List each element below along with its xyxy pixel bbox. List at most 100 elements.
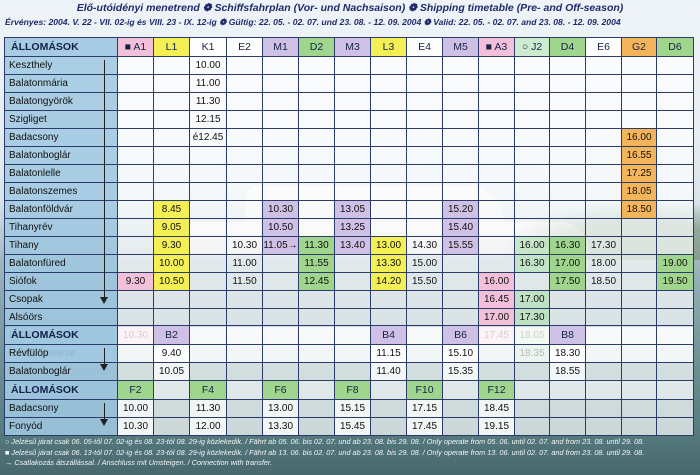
departure-time: 18.00	[585, 254, 622, 273]
departure-time	[478, 56, 515, 75]
departure-time	[334, 164, 371, 183]
route-header: B8	[549, 325, 586, 345]
departure-time	[585, 399, 622, 418]
station-name: Balatonfüred	[4, 254, 101, 273]
departure-time	[370, 128, 407, 147]
departure-time	[442, 290, 479, 309]
departure-time	[656, 146, 694, 165]
station-name: Balatonmária	[4, 74, 101, 93]
departure-time	[442, 110, 479, 129]
departure-time	[153, 92, 190, 111]
departure-time	[117, 110, 154, 129]
departure-time	[189, 200, 227, 219]
departure-time	[117, 74, 154, 93]
departure-time	[478, 182, 515, 201]
departure-time	[406, 308, 443, 327]
departure-time	[117, 200, 154, 219]
departure-time	[153, 308, 190, 327]
departure-time	[442, 254, 479, 273]
station-name: Keszthely	[4, 56, 101, 75]
departure-time: 10.50	[153, 272, 190, 291]
departure-time	[514, 272, 550, 291]
departure-time: 11.40	[370, 362, 407, 381]
route-header: F12	[478, 380, 515, 400]
departure-time	[585, 164, 622, 183]
departure-time	[298, 56, 335, 75]
departure-time	[442, 272, 479, 291]
departure-time	[656, 417, 694, 436]
departure-time	[117, 146, 154, 165]
route-header: E2	[226, 37, 263, 57]
departure-time	[406, 92, 443, 111]
departure-time	[478, 218, 515, 237]
departure-time: 17.00	[514, 290, 550, 309]
departure-time	[549, 200, 586, 219]
departure-time	[585, 110, 622, 129]
route-header: L3	[370, 37, 407, 57]
departure-time	[226, 74, 263, 93]
departure-time	[226, 344, 263, 363]
departure-time	[117, 92, 154, 111]
departure-time	[621, 236, 657, 255]
footnotes: ○ Jelzésű járat csak 06. 05-től 07. 02-i…	[5, 437, 700, 469]
station-name: Balatonszemes	[4, 182, 101, 201]
departure-time: 18.50	[585, 272, 622, 291]
departure-time	[656, 110, 694, 129]
departure-time	[117, 254, 154, 273]
departure-time	[514, 344, 550, 363]
direction-cell	[100, 308, 118, 327]
departure-time	[621, 308, 657, 327]
departure-time	[656, 128, 694, 147]
departure-time	[514, 164, 550, 183]
route-header	[370, 380, 407, 400]
departure-time	[585, 344, 622, 363]
departure-time	[226, 362, 263, 381]
departure-time: 13.05	[334, 200, 371, 219]
main-timetable: ÁLLOMÁSOK ■ A1 L1 K1 E2 M1 D2 M3 L3 E4 M5 ■ A3 ○ J2 D…	[4, 37, 694, 363]
departure-time: 8.45	[153, 200, 190, 219]
departure-time	[514, 182, 550, 201]
departure-time: 16.00	[514, 236, 550, 255]
departure-time	[478, 74, 515, 93]
departure-time	[226, 164, 263, 183]
departure-time	[656, 344, 694, 363]
departure-time	[442, 164, 479, 183]
departure-time	[117, 218, 154, 237]
departure-time	[334, 110, 371, 129]
footnote-square: ■ Jelzésű járat csak 06. 13-tól 07. 02-i…	[5, 447, 645, 457]
departure-time	[442, 182, 479, 201]
departure-time	[298, 164, 335, 183]
departure-time	[370, 110, 407, 129]
departure-time	[585, 182, 622, 201]
departure-time	[226, 146, 263, 165]
station-name: Balatonlelle	[4, 164, 101, 183]
departure-time	[189, 290, 227, 309]
departure-time	[153, 164, 190, 183]
departure-time	[621, 272, 657, 291]
departure-time	[406, 218, 443, 237]
departure-time	[585, 128, 622, 147]
departure-time	[514, 200, 550, 219]
departure-time	[585, 146, 622, 165]
departure-time	[656, 74, 694, 93]
departure-time	[334, 146, 371, 165]
departure-time	[298, 417, 335, 436]
departure-time	[153, 110, 190, 129]
departure-time	[406, 200, 443, 219]
departure-time	[585, 417, 622, 436]
departure-time: 11.30	[189, 399, 227, 418]
departure-time	[406, 164, 443, 183]
departure-time: 9.30	[153, 236, 190, 255]
departure-time	[262, 254, 299, 273]
station-name: Balatonboglár	[4, 362, 101, 381]
departure-time	[514, 146, 550, 165]
station-name: Badacsony	[4, 128, 101, 147]
departure-time	[406, 74, 443, 93]
departure-time	[226, 128, 263, 147]
station-name: Siófok	[4, 272, 101, 291]
departure-time	[189, 254, 227, 273]
departure-time: 17.50	[549, 272, 586, 291]
departure-time: 10.00	[153, 254, 190, 273]
departure-time: 13.00	[262, 399, 299, 418]
departure-time	[406, 344, 443, 363]
